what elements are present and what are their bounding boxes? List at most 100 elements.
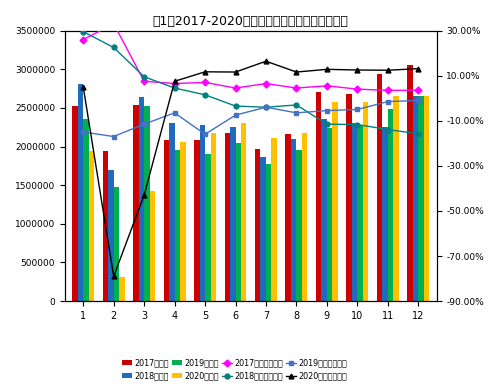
2019年同比增长率 bbox=[80, 130, 86, 134]
2019年同比增长率 bbox=[172, 110, 178, 115]
2017年同比增长率 bbox=[354, 87, 360, 91]
2018年同比增长率 bbox=[202, 93, 208, 97]
Bar bbox=[108, 170, 114, 301]
Bar bbox=[260, 157, 266, 301]
Bar bbox=[393, 96, 399, 301]
Bar bbox=[139, 97, 144, 301]
Bar bbox=[78, 84, 83, 301]
Bar bbox=[407, 64, 413, 301]
2017年同比增长率 bbox=[233, 86, 239, 90]
Bar bbox=[230, 127, 236, 301]
2019年同比增长率 bbox=[141, 122, 147, 127]
2020年同比增长率 bbox=[172, 79, 178, 84]
Bar bbox=[296, 150, 302, 301]
2019年同比增长率 bbox=[263, 105, 269, 110]
Bar bbox=[346, 94, 352, 301]
Bar bbox=[175, 150, 180, 301]
2018年同比增长率 bbox=[354, 122, 360, 127]
Bar bbox=[352, 123, 357, 301]
Bar bbox=[211, 133, 216, 301]
Line: 2018年同比增长率: 2018年同比增长率 bbox=[81, 29, 421, 136]
2018年同比增长率 bbox=[263, 105, 269, 110]
2017年同比增长率 bbox=[324, 83, 330, 88]
Bar bbox=[321, 119, 327, 301]
2019年同比增长率 bbox=[293, 110, 299, 115]
Bar bbox=[271, 138, 277, 301]
2018年同比增长率 bbox=[415, 132, 421, 136]
2020年同比增长率 bbox=[354, 68, 360, 72]
Line: 2020年同比增长率: 2020年同比增长率 bbox=[81, 59, 421, 279]
2019年同比增长率 bbox=[415, 98, 421, 103]
2017年同比增长率 bbox=[415, 88, 421, 93]
Bar bbox=[382, 127, 388, 301]
2017年同比增长率 bbox=[202, 80, 208, 85]
2017年同比增长率 bbox=[385, 88, 391, 93]
Bar bbox=[119, 277, 125, 301]
2019年同比增长率 bbox=[111, 134, 117, 139]
Bar bbox=[266, 164, 271, 301]
Bar bbox=[225, 133, 230, 301]
Bar bbox=[291, 139, 296, 301]
Bar bbox=[285, 134, 291, 301]
2020年同比增长率 bbox=[415, 66, 421, 71]
2018年同比增长率 bbox=[141, 74, 147, 79]
Bar bbox=[327, 128, 332, 301]
Bar bbox=[357, 125, 363, 301]
Bar bbox=[205, 154, 211, 301]
Bar bbox=[363, 102, 368, 301]
2018年同比增长率 bbox=[111, 45, 117, 50]
2019年同比增长率 bbox=[233, 113, 239, 117]
Bar bbox=[164, 141, 169, 301]
Bar bbox=[241, 123, 247, 301]
2017年同比增长率 bbox=[293, 86, 299, 90]
2019年同比增长率 bbox=[354, 107, 360, 112]
2020年同比增长率 bbox=[293, 70, 299, 74]
Bar bbox=[150, 191, 155, 301]
Bar bbox=[332, 102, 338, 301]
Bar bbox=[413, 96, 418, 301]
Line: 2019年同比增长率: 2019年同比增长率 bbox=[81, 98, 421, 139]
Title: 图1：2017-2020年月度汽车销量及同比变化情况: 图1：2017-2020年月度汽车销量及同比变化情况 bbox=[153, 15, 349, 28]
Bar bbox=[133, 105, 139, 301]
2020年同比增长率 bbox=[202, 69, 208, 74]
Bar bbox=[89, 151, 94, 301]
Bar bbox=[236, 143, 241, 301]
2017年同比增长率 bbox=[172, 81, 178, 86]
Bar bbox=[72, 105, 78, 301]
Bar bbox=[302, 132, 307, 301]
2018年同比增长率 bbox=[324, 122, 330, 127]
2017年同比增长率 bbox=[80, 37, 86, 42]
2020年同比增长率 bbox=[111, 274, 117, 279]
2020年同比增长率 bbox=[385, 68, 391, 73]
2019年同比增长率 bbox=[202, 132, 208, 137]
Legend: 2017年销量, 2018年销量, 2019年销量, 2020年销量, 2017年同比增长率, 2018年同比增长率, 2019年同比增长率, 2020年同比增: 2017年销量, 2018年销量, 2019年销量, 2020年销量, 2017… bbox=[121, 357, 348, 382]
Bar bbox=[316, 92, 321, 301]
Bar bbox=[255, 149, 260, 301]
2019年同比增长率 bbox=[324, 108, 330, 113]
Bar bbox=[377, 74, 382, 301]
2020年同比增长率 bbox=[233, 70, 239, 74]
Bar bbox=[424, 96, 429, 301]
Bar bbox=[83, 119, 89, 301]
2019年同比增长率 bbox=[385, 99, 391, 104]
2017年同比增长率 bbox=[111, 22, 117, 26]
2017年同比增长率 bbox=[263, 81, 269, 86]
Bar bbox=[169, 123, 175, 301]
Bar bbox=[180, 142, 186, 301]
2020年同比增长率 bbox=[263, 59, 269, 64]
2020年同比增长率 bbox=[324, 67, 330, 72]
Bar bbox=[194, 140, 200, 301]
2020年同比增长率 bbox=[80, 85, 86, 89]
Bar bbox=[114, 187, 119, 301]
2018年同比增长率 bbox=[80, 29, 86, 34]
Bar bbox=[418, 96, 424, 301]
Bar bbox=[103, 151, 108, 301]
2017年同比增长率 bbox=[141, 79, 147, 84]
2018年同比增长率 bbox=[233, 104, 239, 108]
Bar bbox=[200, 125, 205, 301]
2018年同比增长率 bbox=[293, 103, 299, 107]
2020年同比增长率 bbox=[141, 193, 147, 198]
Bar bbox=[144, 106, 150, 301]
Line: 2017年同比增长率: 2017年同比增长率 bbox=[81, 21, 421, 93]
2018年同比增长率 bbox=[172, 86, 178, 90]
